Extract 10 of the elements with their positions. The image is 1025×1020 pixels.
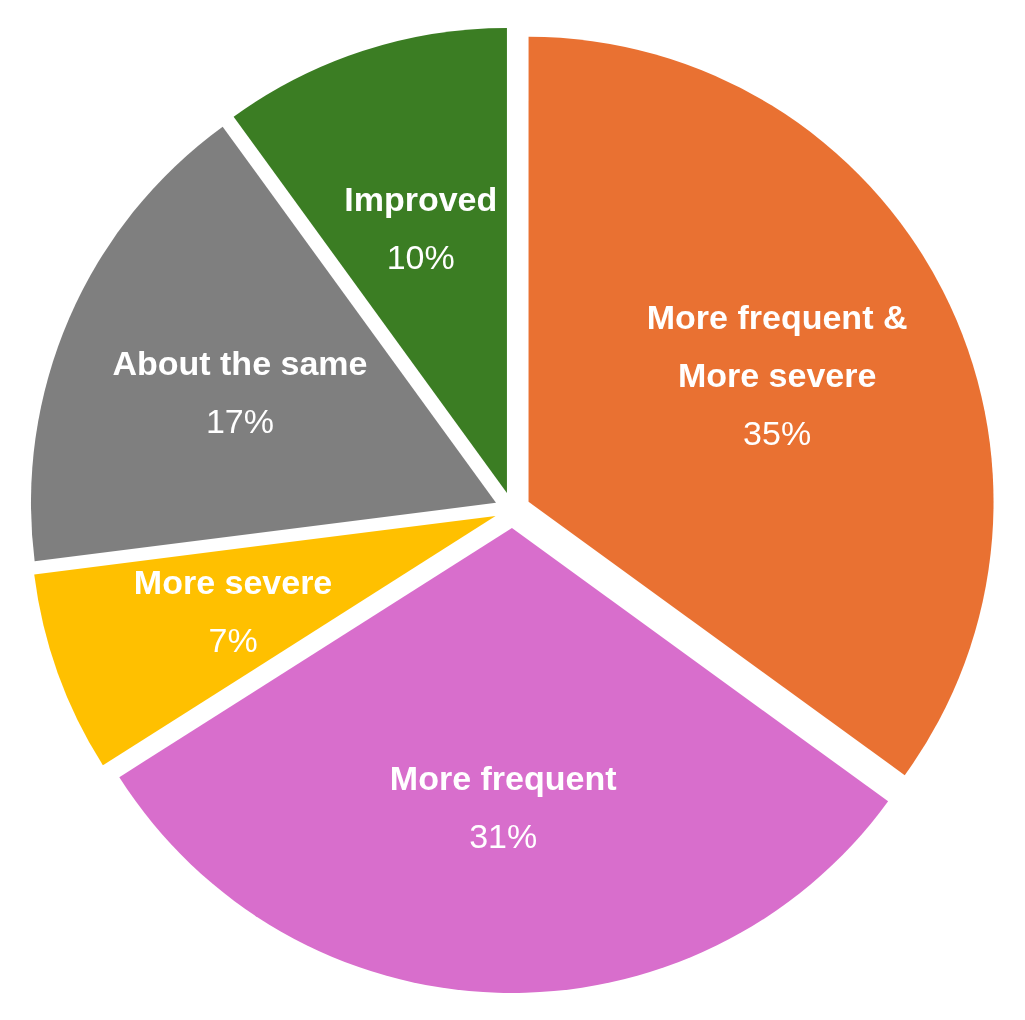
slice-label: More frequent (389, 758, 617, 797)
data-label: 17% (205, 402, 274, 441)
slice-label: About the same (112, 344, 368, 383)
slice-label: More frequent & More severe (646, 298, 908, 395)
data-label: 7% (208, 620, 258, 659)
data-label: 31% (469, 816, 538, 855)
slice-label: Improved (344, 179, 498, 218)
data-label: 35% (743, 414, 812, 453)
slice-label: More severe (133, 562, 333, 601)
data-label: 10% (386, 237, 455, 276)
